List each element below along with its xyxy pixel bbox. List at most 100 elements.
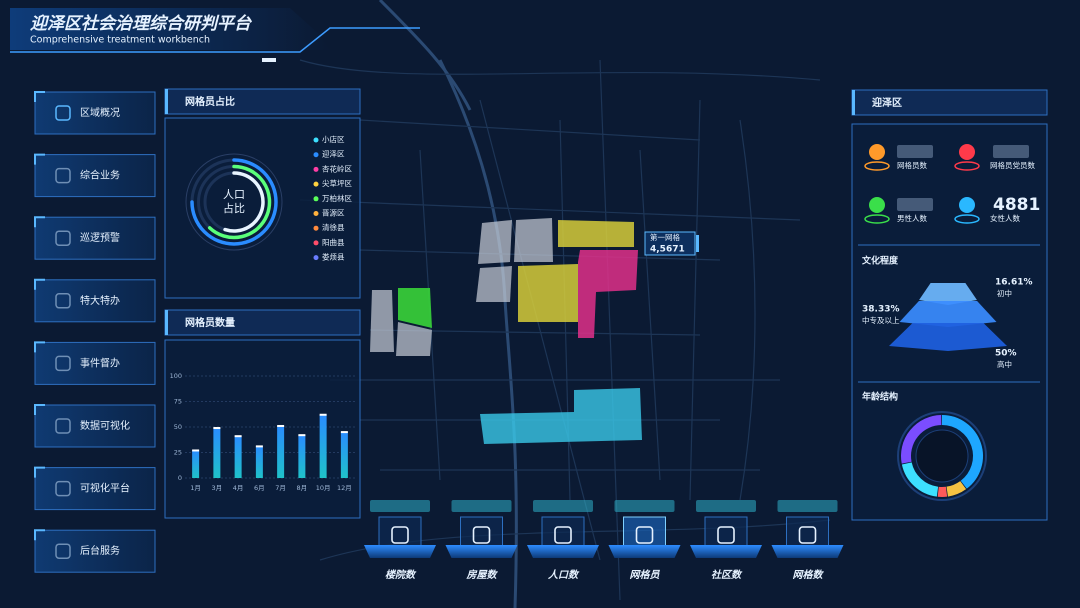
panel-title-bg	[851, 89, 1048, 116]
menu-button[interactable]: 区域概况	[34, 91, 156, 135]
stat-label: 网格员党员数	[990, 160, 1035, 170]
legend-label: 迎泽区	[322, 149, 345, 159]
menu-button-corner	[34, 404, 45, 415]
bar	[234, 436, 242, 478]
legend-label: 尖草坪区	[322, 178, 352, 188]
panel-title-bg	[164, 88, 361, 115]
menu-button[interactable]: 后台服务	[34, 529, 156, 573]
stat-icon	[869, 197, 885, 213]
panel-body	[164, 339, 361, 519]
menu-button[interactable]: 数据可视化	[34, 404, 156, 448]
nav-pedestal	[690, 545, 762, 558]
menu-button-bg	[34, 279, 156, 323]
pyramid-value-label: 50%	[995, 349, 1017, 359]
menu-icon	[55, 230, 71, 246]
legend-dot	[313, 137, 319, 143]
menu-button-bg	[34, 529, 156, 573]
nav-item[interactable]: 网格员	[608, 500, 681, 581]
stat-icon-base	[864, 214, 890, 224]
nav-label: 人口数	[548, 569, 580, 581]
nav-pedestal	[771, 545, 844, 558]
ring-arc	[190, 158, 278, 246]
menu-button-bg	[34, 216, 156, 260]
bar	[319, 414, 327, 478]
nav-icon	[635, 526, 654, 544]
bar	[340, 432, 348, 478]
bar	[255, 446, 263, 478]
legend-dot	[313, 166, 319, 172]
menu-button-corner	[34, 216, 45, 228]
panel-title: 网格员占比	[185, 95, 235, 108]
menu-label: 特大特办	[80, 294, 120, 307]
legend-dot	[313, 225, 319, 231]
nav-item[interactable]: 人口数	[527, 500, 599, 581]
legend-dot	[313, 196, 319, 202]
nav-number-blur	[451, 500, 512, 512]
menu-icon	[55, 355, 71, 372]
nav-number-blur	[696, 500, 756, 512]
header-decoration	[10, 8, 420, 62]
legend-label: 清徐县	[322, 222, 345, 232]
nav-icon	[798, 526, 817, 544]
legend-dot	[313, 181, 319, 187]
bar-cap	[192, 449, 200, 452]
callout-title: 第一网格	[650, 232, 680, 242]
y-tick-label: 50	[174, 423, 182, 431]
menu-icon	[55, 418, 71, 434]
menu-label: 后台服务	[80, 544, 120, 557]
section-title: 年龄结构	[862, 391, 898, 403]
stat-label: 女性人数	[990, 213, 1020, 223]
menu-label: 区域概况	[80, 106, 120, 119]
stat-icon	[959, 197, 975, 213]
nav-label: 网格员	[630, 569, 661, 581]
menu-button-bg	[34, 341, 156, 385]
panel-title: 迎泽区	[872, 96, 902, 109]
donut-outer-frame	[185, 153, 283, 251]
section-title: 文化程度	[861, 255, 899, 267]
bar	[213, 428, 221, 478]
pyramid-tier	[899, 301, 997, 327]
pyramid-tier	[919, 283, 977, 305]
age-donut-inner	[915, 429, 969, 483]
legend-dot	[313, 211, 319, 216]
nav-number-blur	[370, 500, 430, 512]
x-tick-label: 10月	[316, 484, 331, 492]
menu-icon	[55, 480, 71, 497]
legend-label: 万柏林区	[322, 193, 352, 203]
menu-button[interactable]: 综合业务	[34, 153, 156, 198]
x-tick-label: 7月	[275, 484, 286, 492]
nav-icon	[472, 526, 491, 544]
menu-button[interactable]: 事件督办	[34, 341, 156, 385]
bar-cap	[340, 431, 348, 434]
y-tick-label: 100	[170, 372, 182, 380]
menu-icon	[55, 293, 71, 309]
menu-icon	[55, 167, 71, 184]
age-segment	[946, 480, 967, 497]
callout-value: 4,5671	[650, 245, 685, 255]
menu-button[interactable]: 特大特办	[34, 278, 156, 323]
stat-icon-base	[954, 214, 980, 224]
nav-icon	[554, 526, 572, 544]
page-title: 迎泽区社会治理综合研判平台	[30, 14, 252, 34]
y-tick-label: 0	[178, 474, 182, 482]
nav-item[interactable]: 社区数	[690, 500, 762, 581]
legend-dot	[313, 255, 319, 261]
menu-button[interactable]: 巡逻预警	[34, 216, 156, 260]
panel-title-mark	[852, 90, 855, 115]
nav-icon	[717, 526, 735, 544]
menu-button-corner	[34, 278, 45, 290]
stat-icon	[959, 144, 975, 160]
menu-button[interactable]: 可视化平台	[34, 466, 156, 511]
menu-icon	[55, 543, 71, 559]
menu-button-corner	[34, 153, 45, 165]
menu-button-corner	[34, 91, 45, 102]
menu-label: 事件督办	[80, 356, 120, 369]
nav-item[interactable]: 房屋数	[445, 500, 518, 581]
nav-item[interactable]: 网格数	[771, 500, 844, 581]
nav-item[interactable]: 楼院数	[364, 500, 436, 581]
pyramid-name-label: 高中	[997, 359, 1012, 369]
x-tick-label: 3月	[212, 484, 223, 492]
nav-label: 楼院数	[385, 569, 417, 581]
stat-value-blur	[993, 145, 1029, 158]
nav-icon	[391, 526, 409, 544]
